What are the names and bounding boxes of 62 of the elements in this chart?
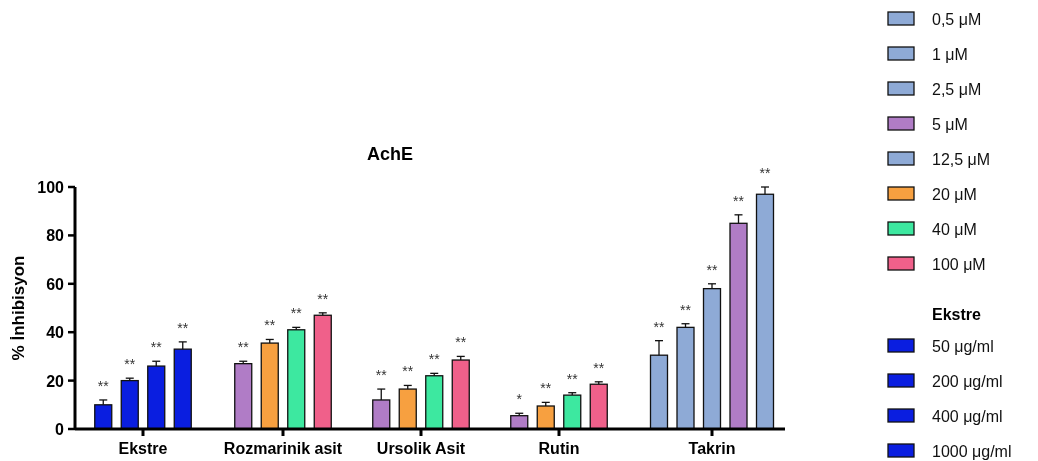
bar [94, 404, 113, 430]
data-label: ** [540, 380, 552, 397]
data-label: ** [653, 318, 665, 335]
data-label: ** [428, 351, 441, 368]
data-label: ** [759, 165, 771, 181]
bar [702, 287, 722, 430]
legend-label: 20 μM [932, 186, 977, 203]
legend-label: 0,5 μM [932, 11, 982, 28]
data-label: ** [706, 261, 718, 278]
legend-label: 40 μM [932, 221, 977, 238]
data-label: * [516, 391, 523, 408]
data-label: ** [593, 359, 605, 376]
y-tick-label: 60 [46, 275, 65, 293]
y-axis-title: % İnhibisyon [9, 255, 28, 361]
data-label: ** [177, 319, 189, 336]
y-tick-label: 40 [46, 324, 65, 342]
bar [398, 388, 417, 430]
data-label: ** [733, 192, 745, 209]
data-label: ** [375, 367, 388, 384]
legend-label: 100 μM [932, 256, 986, 273]
bar [234, 363, 253, 430]
bar [536, 405, 555, 430]
x-tick-label: Rutin [538, 440, 580, 457]
bar [676, 326, 695, 430]
bar [425, 375, 444, 430]
data-label: ** [317, 290, 329, 307]
y-tick-label: 0 [55, 421, 65, 438]
bar [147, 365, 166, 430]
bar [451, 359, 470, 430]
data-label: ** [455, 334, 467, 351]
chart-title: AchE [366, 144, 414, 164]
legend-label: 2,5 μM [932, 81, 982, 98]
legend-label: 5 μM [932, 116, 968, 133]
bar [563, 394, 582, 430]
data-label: ** [566, 370, 579, 387]
x-tick-label: Ekstre [118, 440, 168, 457]
legend-label: 12,5 μM [932, 151, 991, 168]
legend-label: 200 μg/ml [932, 373, 1003, 390]
data-label: ** [150, 339, 163, 356]
data-label: ** [680, 301, 692, 318]
bar [120, 379, 139, 430]
bar [287, 329, 306, 430]
legend-label: 1000 μg/ml [932, 443, 1012, 460]
y-tick-label: 20 [46, 372, 65, 390]
y-tick-label: 100 [37, 179, 65, 196]
data-label: ** [264, 317, 276, 334]
legend-title: Ekstre [932, 306, 982, 323]
data-label: ** [402, 363, 414, 380]
legend-label: 50 μg/ml [932, 338, 994, 355]
data-label: ** [124, 356, 136, 373]
legend-label: 400 μg/ml [932, 408, 1003, 425]
x-tick-label: Takrin [688, 440, 736, 457]
y-tick-label: 80 [46, 227, 65, 245]
bar [589, 383, 608, 430]
legend-label: 1 μM [932, 46, 968, 63]
data-label: ** [290, 305, 303, 322]
data-label: ** [97, 377, 110, 394]
bar [260, 342, 279, 430]
x-tick-label: Ursolik Asit [376, 440, 466, 457]
data-label: ** [237, 339, 250, 356]
bar [313, 314, 332, 430]
x-tick-label: Rozmarinik asit [223, 440, 343, 457]
